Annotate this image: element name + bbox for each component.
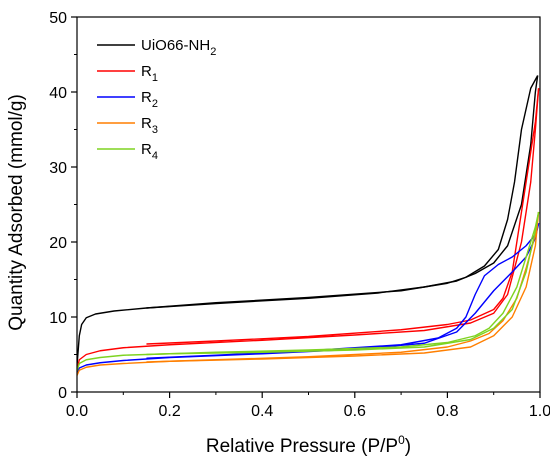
x-axis-title-main: Relative Pressure (P/P: [206, 436, 398, 457]
y-tick-label: 20: [49, 235, 67, 252]
x-axis-title-sup: 0: [398, 433, 405, 447]
y-tick-label: 50: [49, 10, 67, 27]
x-tick-label: 0.8: [436, 403, 458, 420]
legend-label: R2: [141, 89, 158, 110]
series-1-desorption-line: [146, 75, 539, 309]
series-3-adsorption-line: [77, 223, 540, 374]
y-tick-label: 10: [49, 310, 67, 327]
series-4-desorption-line: [146, 211, 540, 363]
x-tick-label: 0.2: [158, 403, 180, 420]
x-tick-label: 0.6: [344, 403, 366, 420]
y-axis-title: Quantity Adsorbed (mmol/g): [6, 94, 27, 331]
legend-label: R3: [141, 115, 158, 136]
x-tick-label: 1.0: [529, 403, 550, 420]
x-axis: 0.0 0.2 0.4 0.6 0.8 1.0: [66, 392, 550, 420]
legend-label: R4: [141, 141, 158, 162]
x-axis-title: Relative Pressure (P/P0): [206, 433, 411, 457]
series-2-desorption-line: [146, 88, 540, 345]
y-tick-label: 40: [49, 85, 67, 102]
legend-label: R1: [141, 63, 158, 84]
series-4-adsorption-line: [77, 211, 540, 376]
curves-layer: [77, 75, 540, 376]
series-2-adsorption-line: [77, 88, 540, 370]
legend: UiO66-NH2 R1 R2 R3 R4: [97, 37, 216, 162]
x-tick-label: 0.0: [66, 403, 88, 420]
x-axis-title-tail: ): [405, 436, 411, 457]
series-5-adsorption-line: [77, 211, 540, 372]
x-tick-label: 0.4: [251, 403, 273, 420]
y-axis: 0 10 20 30 40 50: [49, 10, 77, 402]
legend-label: UiO66-NH2: [141, 37, 216, 58]
y-tick-label: 30: [49, 160, 67, 177]
series-5-desorption-line: [146, 211, 540, 356]
y-tick-label: 0: [58, 385, 67, 402]
